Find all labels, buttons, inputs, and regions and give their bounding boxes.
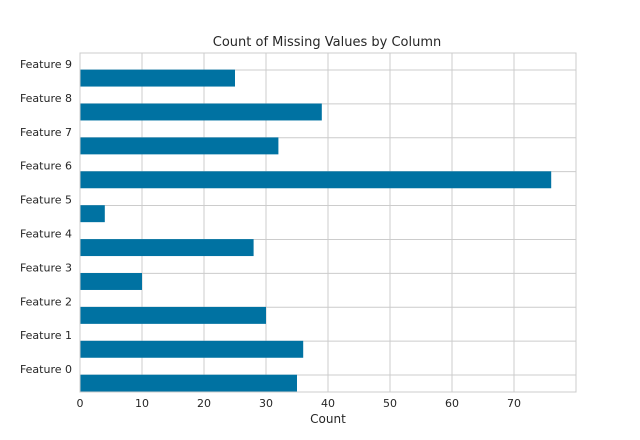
bar [80,340,304,358]
x-tick-label: 20 [197,397,211,410]
x-tick-labels: 0 10 20 30 40 50 60 70 [77,397,522,410]
y-tick-label: Feature 7 [20,126,72,139]
x-tick-label: 70 [507,397,521,410]
x-axis-label: Count [310,412,346,426]
y-tick-label: Feature 9 [20,58,72,71]
y-tick-label: Feature 6 [20,160,72,173]
chart-title: Count of Missing Values by Column [213,35,441,50]
bar [80,273,142,290]
y-tick-labels: Feature 0 Feature 1 Feature 2 Feature 3 Feat… [20,58,72,376]
x-tick-label: 50 [383,397,397,410]
y-tick-label: Feature 0 [20,363,72,376]
bars [80,69,552,392]
y-tick-label: Feature 1 [20,329,72,342]
bar [80,374,297,392]
y-tick-label: Feature 8 [20,92,72,105]
bar [80,239,254,257]
bar [80,103,322,121]
bar [80,205,105,223]
bar [80,69,235,87]
y-tick-label: Feature 2 [20,295,72,308]
y-tick-label: Feature 4 [20,227,72,240]
x-tick-label: 40 [321,397,335,410]
bar [80,171,552,189]
bar [80,137,279,155]
y-tick-label: Feature 3 [20,261,72,274]
y-tick-label: Feature 5 [20,194,72,207]
x-tick-label: 30 [259,397,273,410]
x-tick-label: 10 [135,397,149,410]
x-tick-label: 0 [77,397,84,410]
x-tick-label: 60 [445,397,459,410]
plot-frame [79,52,577,393]
bar [80,306,266,324]
